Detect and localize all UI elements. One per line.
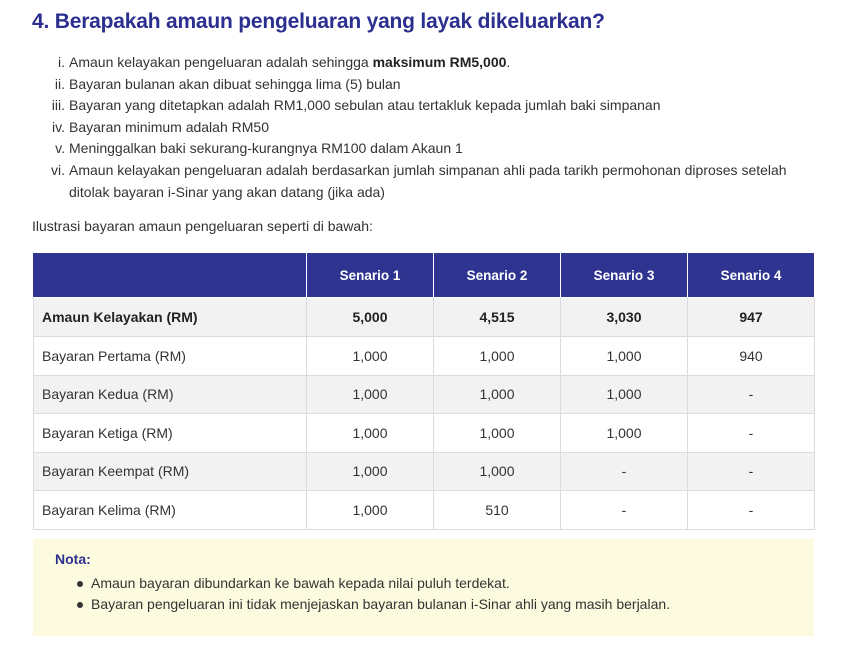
table-row: Bayaran Pertama (RM) 1,000 1,000 1,000 9… — [33, 336, 815, 376]
note-item: Bayaran pengeluaran ini tidak menjejaska… — [55, 594, 814, 615]
table-cell: 1,000 — [433, 451, 561, 491]
payment-scenario-table: Senario 1 Senario 2 Senario 3 Senario 4 … — [33, 252, 815, 530]
note-item-text: Amaun bayaran dibundarkan ke bawah kepad… — [91, 575, 510, 591]
table-cell: 1,000 — [560, 336, 688, 376]
requirement-item: ii. Bayaran bulanan akan dibuat sehingga… — [32, 74, 822, 96]
requirements-list: i. Amaun kelayakan pengeluaran adalah se… — [32, 52, 822, 203]
requirement-number: iii. — [51, 97, 65, 114]
table-cell: 3,030 — [560, 297, 688, 337]
requirement-text: Amaun kelayakan pengeluaran adalah sehin… — [69, 54, 510, 70]
table-cell: 1,000 — [306, 336, 434, 376]
table-header: Senario 1 Senario 2 Senario 3 Senario 4 — [33, 252, 815, 298]
requirement-item: vi. Amaun kelayakan pengeluaran adalah b… — [32, 160, 822, 203]
table-cell: 1,000 — [306, 374, 434, 414]
section-heading: 4. Berapakah amaun pengeluaran yang laya… — [32, 10, 605, 33]
table-cell: 1,000 — [306, 490, 434, 530]
row-label: Amaun Kelayakan (RM) — [33, 297, 307, 337]
table-row: Bayaran Keempat (RM) 1,000 1,000 - - — [33, 451, 815, 491]
note-item: Amaun bayaran dibundarkan ke bawah kepad… — [55, 573, 814, 594]
requirement-number: i. — [58, 54, 65, 70]
table-row-eligible-amount: Amaun Kelayakan (RM) 5,000 4,515 3,030 9… — [33, 297, 815, 337]
table-cell: 1,000 — [433, 336, 561, 376]
requirement-number: vi. — [51, 161, 65, 178]
table-cell: 1,000 — [433, 413, 561, 453]
table-row: Bayaran Ketiga (RM) 1,000 1,000 1,000 - — [33, 413, 815, 453]
header-cell-blank — [33, 252, 307, 298]
bullet-icon — [77, 602, 83, 608]
requirement-number: v. — [55, 140, 65, 157]
illustration-intro: Ilustrasi bayaran amaun pengeluaran sepe… — [32, 218, 373, 234]
requirement-text-part: Amaun kelayakan pengeluaran adalah sehin… — [69, 54, 373, 70]
payment-scenario-table-wrapper: Senario 1 Senario 2 Senario 3 Senario 4 … — [33, 252, 815, 530]
table-cell: 510 — [433, 490, 561, 530]
requirement-text: Bayaran minimum adalah RM50 — [69, 118, 269, 135]
table-cell: 1,000 — [306, 451, 434, 491]
table-row: Bayaran Kelima (RM) 1,000 510 - - — [33, 490, 815, 530]
table-cell: - — [560, 490, 688, 530]
row-label: Bayaran Kelima (RM) — [33, 490, 307, 530]
table-cell: 940 — [687, 336, 815, 376]
bullet-icon — [77, 581, 83, 587]
table-cell: 1,000 — [433, 374, 561, 414]
requirement-item: v. Meninggalkan baki sekurang-kurangnya … — [32, 138, 822, 160]
requirement-number: ii. — [54, 75, 65, 92]
requirement-text: Amaun kelayakan pengeluaran adalah berda… — [69, 161, 787, 200]
table-cell: 1,000 — [560, 374, 688, 414]
table-body: Amaun Kelayakan (RM) 5,000 4,515 3,030 9… — [33, 297, 815, 530]
requirement-emphasis: maksimum RM5,000 — [372, 54, 507, 70]
table-cell: - — [560, 451, 688, 491]
row-label: Bayaran Kedua (RM) — [33, 374, 307, 414]
table-cell: - — [687, 451, 815, 491]
note-box: Nota: Amaun bayaran dibundarkan ke bawah… — [33, 539, 814, 636]
table-header-row: Senario 1 Senario 2 Senario 3 Senario 4 — [33, 252, 815, 298]
row-label: Bayaran Pertama (RM) — [33, 336, 307, 376]
table-cell: 4,515 — [433, 297, 561, 337]
table-cell: - — [687, 490, 815, 530]
note-list: Amaun bayaran dibundarkan ke bawah kepad… — [55, 573, 814, 615]
table-cell: 1,000 — [560, 413, 688, 453]
table-row: Bayaran Kedua (RM) 1,000 1,000 1,000 - — [33, 374, 815, 414]
requirement-text-end: . — [506, 54, 511, 70]
requirement-item: i. Amaun kelayakan pengeluaran adalah se… — [32, 52, 822, 74]
header-cell-scenario-1: Senario 1 — [306, 252, 434, 298]
row-label: Bayaran Ketiga (RM) — [33, 413, 307, 453]
requirement-text: Meninggalkan baki sekurang-kurangnya RM1… — [69, 140, 463, 157]
table-cell: 947 — [687, 297, 815, 337]
header-cell-scenario-2: Senario 2 — [433, 252, 561, 298]
header-cell-scenario-3: Senario 3 — [560, 252, 688, 298]
requirement-number: iv. — [52, 118, 65, 135]
table-cell: 5,000 — [306, 297, 434, 337]
requirement-item: iii. Bayaran yang ditetapkan adalah RM1,… — [32, 95, 822, 117]
row-label: Bayaran Keempat (RM) — [33, 451, 307, 491]
requirement-text: Bayaran yang ditetapkan adalah RM1,000 s… — [69, 97, 661, 114]
table-cell: - — [687, 413, 815, 453]
table-cell: - — [687, 374, 815, 414]
table-cell: 1,000 — [306, 413, 434, 453]
requirement-text: Bayaran bulanan akan dibuat sehingga lim… — [69, 75, 401, 92]
requirement-item: iv. Bayaran minimum adalah RM50 — [32, 117, 822, 139]
note-title: Nota: — [55, 551, 91, 567]
note-item-text: Bayaran pengeluaran ini tidak menjejaska… — [91, 596, 671, 612]
header-cell-scenario-4: Senario 4 — [687, 252, 815, 298]
